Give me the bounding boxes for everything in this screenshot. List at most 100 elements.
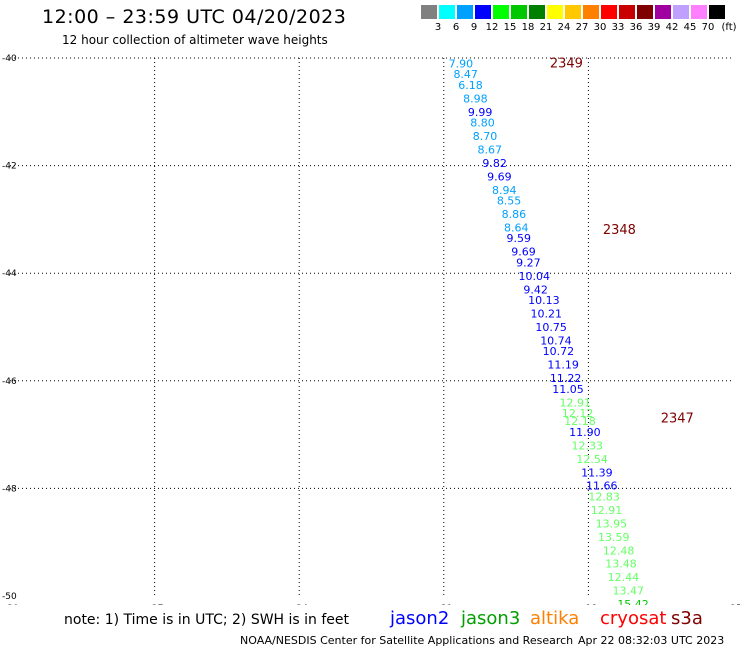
y-tick-label: -48 xyxy=(2,484,17,494)
scale-label: 21 xyxy=(539,22,553,33)
scale-swatch xyxy=(421,5,437,19)
scale-label: 70 xyxy=(701,22,715,33)
scale-swatch xyxy=(529,5,545,19)
legend-item-altika: altika xyxy=(530,608,580,629)
wave-height-value: 8.55 xyxy=(497,195,522,208)
scale-swatch xyxy=(583,5,599,19)
x-tick-label: -24 xyxy=(293,604,308,605)
wave-height-value: 9.69 xyxy=(487,170,512,183)
scale-label: 27 xyxy=(575,22,589,33)
scale-label: 15 xyxy=(503,22,517,33)
scale-swatch xyxy=(457,5,473,19)
wave-height-value: 11.05 xyxy=(552,383,584,396)
wave-height-value: 7.90 xyxy=(449,57,474,70)
pass-time-label: 2349 xyxy=(550,56,583,71)
scale-swatch xyxy=(475,5,491,19)
map-title: 12:00 – 23:59 UTC 04/20/2023 xyxy=(42,6,347,28)
scale-swatch xyxy=(691,5,707,19)
wave-height-value: 8.47 xyxy=(453,68,478,81)
wave-height-value: 12.91 xyxy=(591,504,623,517)
wave-height-value: 9.82 xyxy=(482,157,507,170)
scale-label: 39 xyxy=(647,22,661,33)
wave-height-value: 13.59 xyxy=(598,531,630,544)
scale-swatch xyxy=(619,5,635,19)
wave-height-value: 11.90 xyxy=(569,426,601,439)
scale-swatch xyxy=(565,5,581,19)
wave-height-value: 10.74 xyxy=(540,334,572,347)
wave-height-value: 9.99 xyxy=(468,106,493,119)
x-tick-label: -27 xyxy=(149,604,164,605)
wave-height-value: 6.18 xyxy=(458,79,483,92)
wave-height-value: 8.67 xyxy=(478,143,503,156)
map-subtitle: 12 hour collection of altimeter wave hei… xyxy=(62,33,328,47)
scale-swatch xyxy=(673,5,689,19)
legend-item-s3a: s3a xyxy=(671,608,703,629)
x-tick-label: -18 xyxy=(582,604,597,605)
scale-label: 36 xyxy=(629,22,643,33)
wave-height-value: 9.27 xyxy=(516,256,541,269)
legend-item-jason2: jason2 xyxy=(390,608,450,629)
scale-label: 24 xyxy=(557,22,571,33)
wave-height-value: 10.04 xyxy=(519,270,551,283)
x-tick-label: -15 xyxy=(727,604,740,605)
wave-height-value: 9.42 xyxy=(523,283,548,296)
scale-unit: (ft) xyxy=(721,22,737,33)
wave-height-value: 12.33 xyxy=(572,439,604,452)
wave-height-value: 11.19 xyxy=(547,359,579,372)
scale-label: 45 xyxy=(683,22,697,33)
wave-height-value: 10.75 xyxy=(535,321,567,334)
scale-label: 12 xyxy=(485,22,499,33)
x-tick-label: -30 xyxy=(4,604,19,605)
wave-height-value: 12.48 xyxy=(603,544,635,557)
wave-height-value: 10.21 xyxy=(531,308,563,321)
wave-height-value: 8.98 xyxy=(463,92,488,105)
scale-label: 3 xyxy=(434,22,442,33)
y-tick-label: -50 xyxy=(2,592,17,602)
scale-swatch xyxy=(709,5,725,19)
pass-time-label: 2347 xyxy=(661,411,694,426)
wave-height-value: 15.42 xyxy=(617,598,649,605)
footer-note: note: 1) Time is in UTC; 2) SWH is in fe… xyxy=(64,612,350,628)
scale-label: 33 xyxy=(611,22,625,33)
wave-height-value: 8.94 xyxy=(492,184,517,197)
wave-height-value: 8.80 xyxy=(470,117,495,130)
legend-item-jason3: jason3 xyxy=(461,608,521,629)
scale-swatch xyxy=(493,5,509,19)
scale-swatch xyxy=(547,5,563,19)
wave-height-value: 12.12 xyxy=(562,407,594,420)
wave-height-value: 11.39 xyxy=(581,466,613,479)
wave-height-value: 12.91 xyxy=(559,396,591,409)
wave-height-value: 8.70 xyxy=(473,130,498,143)
wave-height-value: 12.18 xyxy=(564,415,596,428)
legend-item-cryosat: cryosat xyxy=(600,608,667,629)
scale-label: 30 xyxy=(593,22,607,33)
scale-label: 9 xyxy=(470,22,478,33)
scale-swatch xyxy=(655,5,671,19)
scale-label: 6 xyxy=(452,22,460,33)
scale-swatch xyxy=(637,5,653,19)
scale-swatch xyxy=(511,5,527,19)
scale-label: 42 xyxy=(665,22,679,33)
map-plot: -40 -42 -44 -46 -48 -50 -30 -27 -24 -21 -18 -15 7.90… xyxy=(2,54,740,605)
wave-height-value: 11.22 xyxy=(550,372,582,385)
wave-height-value: 12.83 xyxy=(588,490,620,503)
y-tick-label: -42 xyxy=(2,162,17,172)
wave-height-value: 9.59 xyxy=(506,232,530,245)
wave-height-value: 8.64 xyxy=(504,221,529,234)
scale-label: 18 xyxy=(521,22,535,33)
wave-height-value: 10.72 xyxy=(543,345,575,358)
y-tick-label: -40 xyxy=(2,54,17,64)
wave-height-value: 8.86 xyxy=(502,208,527,221)
wave-height-value: 12.44 xyxy=(608,571,640,584)
wave-height-value: 10.13 xyxy=(528,294,560,307)
y-tick-label: -46 xyxy=(2,377,17,387)
y-tick-label: -44 xyxy=(2,269,17,279)
wave-height-value: 13.95 xyxy=(596,517,628,530)
pass-time-label: 2348 xyxy=(603,223,636,238)
wave-height-value: 13.47 xyxy=(613,585,645,598)
wave-height-value: 11.66 xyxy=(586,480,618,493)
wave-height-value: 12.54 xyxy=(576,453,608,466)
scale-swatch xyxy=(601,5,617,19)
wave-height-value: 9.69 xyxy=(511,246,536,259)
scale-swatch xyxy=(439,5,455,19)
